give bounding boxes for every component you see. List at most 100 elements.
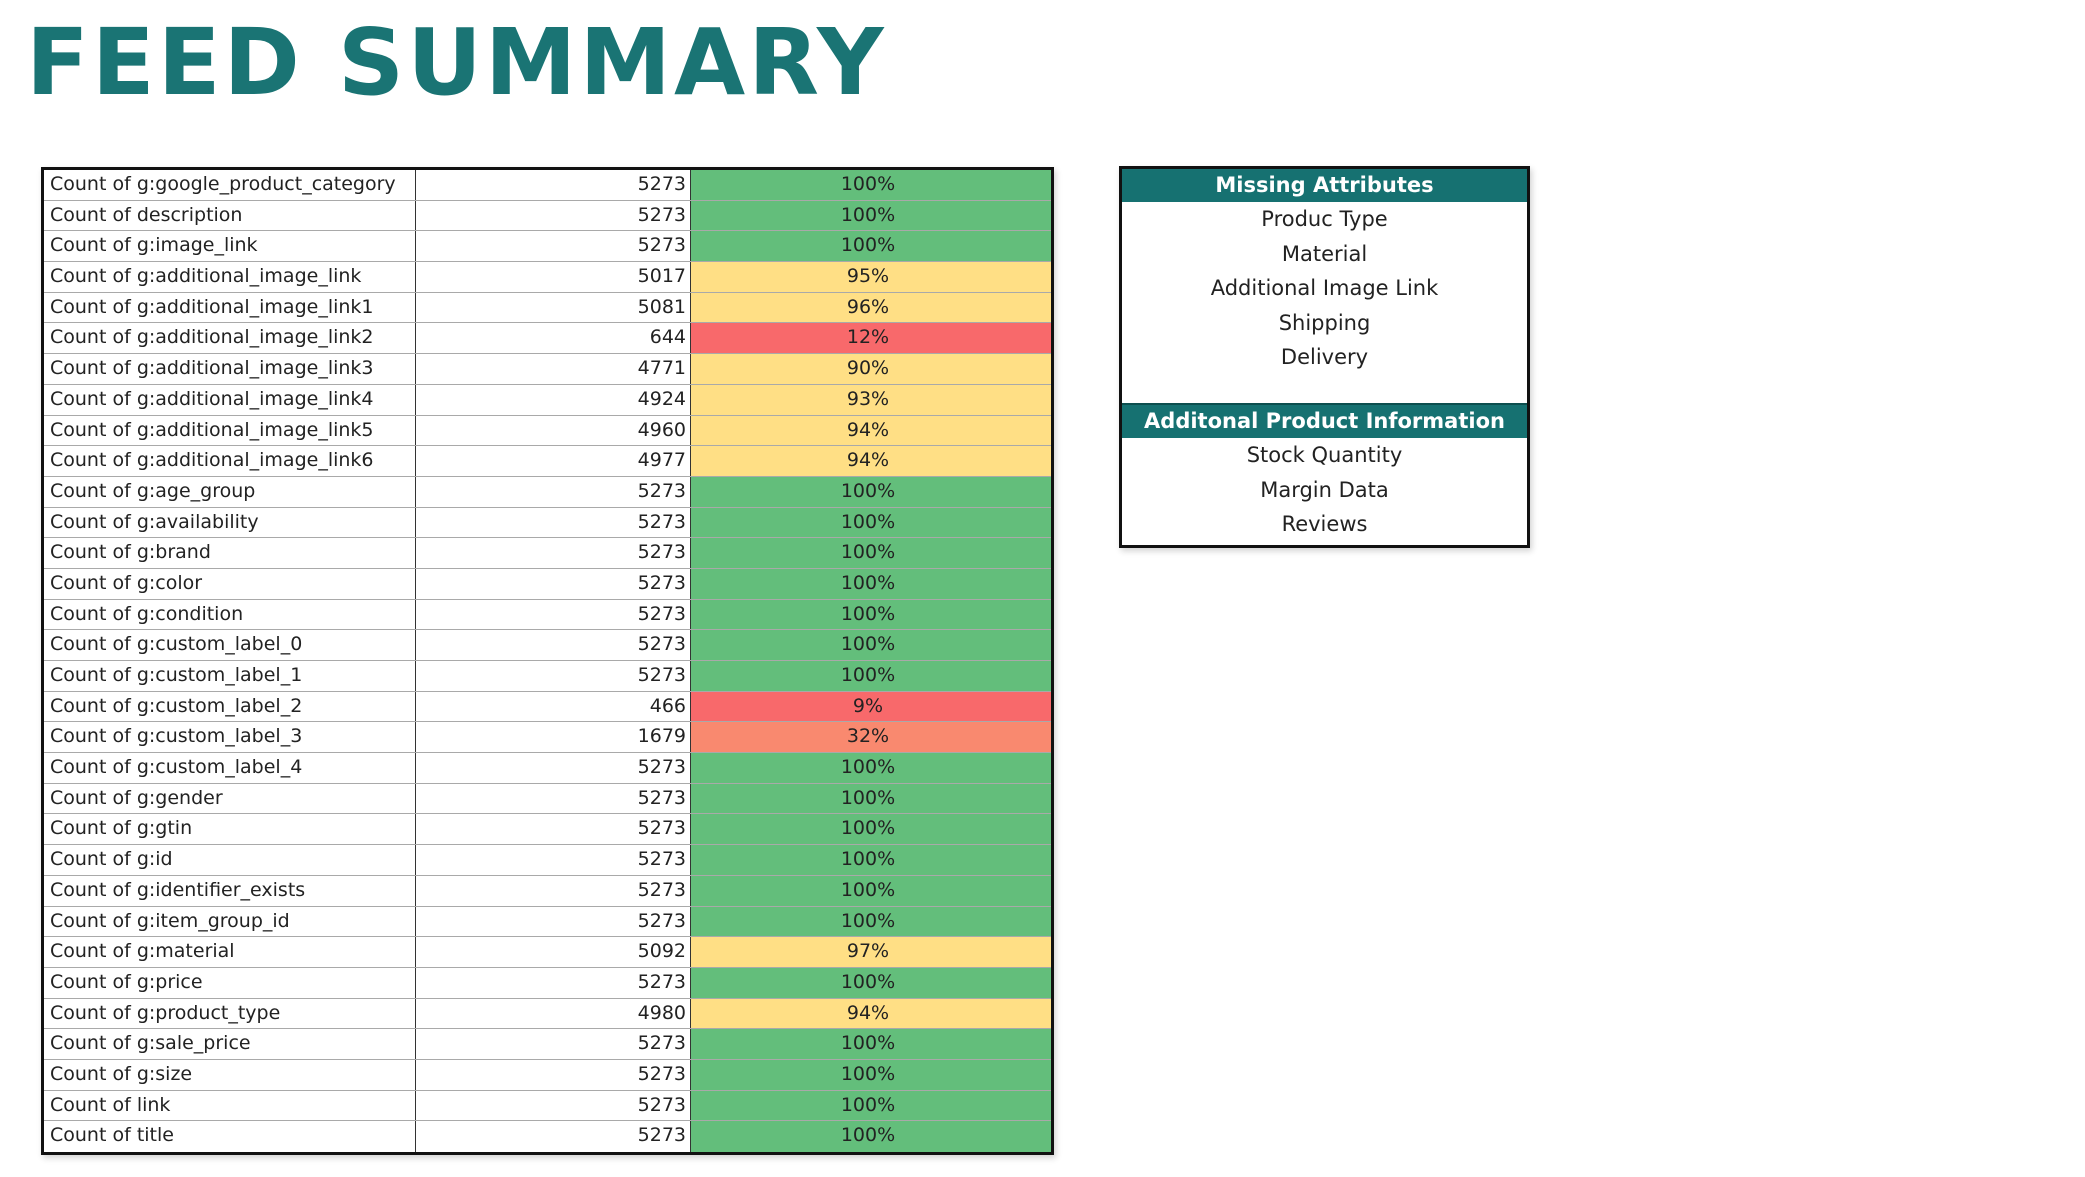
percent-cell: 100% bbox=[691, 507, 1051, 538]
table-row: Count of g:image_link 5273 100% bbox=[44, 231, 1051, 263]
table-row: Count of g:custom_label_2 466 9% bbox=[44, 691, 1051, 723]
percent-cell: 100% bbox=[691, 1121, 1051, 1152]
percent-cell: 32% bbox=[691, 722, 1051, 753]
list-item: Delivery bbox=[1280, 345, 1369, 369]
table-row: Count of g:additional_image_link6 4977 94% bbox=[44, 446, 1051, 477]
attribute-label-cell: Count of g:age_group bbox=[44, 476, 416, 507]
count-cell: 5273 bbox=[416, 507, 691, 538]
percent-cell: 100% bbox=[691, 814, 1051, 845]
count-cell: 5273 bbox=[416, 1029, 691, 1059]
percent-cell: 100% bbox=[691, 875, 1051, 906]
list-item: Reviews bbox=[1281, 512, 1368, 536]
attribute-label-cell: Count of g:gender bbox=[44, 783, 416, 814]
attribute-label-cell: Count of g:identifier_exists bbox=[44, 875, 416, 906]
attribute-label-cell: Count of g:custom_label_4 bbox=[44, 753, 416, 783]
list-item: Margin Data bbox=[1260, 477, 1389, 502]
attribute-label-cell: Count of g:additional_image_link5 bbox=[44, 415, 416, 446]
attribute-label-cell: Count of g:brand bbox=[44, 538, 416, 568]
attribute-label-cell: Count of g:additional_image_link bbox=[44, 262, 416, 292]
table-row: Count of g:availability 5273 100% bbox=[44, 507, 1051, 539]
table-row: Count of g:custom_label_3 1679 32% bbox=[44, 722, 1051, 754]
percent-cell: 97% bbox=[691, 937, 1051, 967]
count-cell: 5273 bbox=[416, 967, 691, 998]
percent-cell: 100% bbox=[691, 1059, 1051, 1090]
percent-cell: 94% bbox=[691, 415, 1051, 446]
count-cell: 4924 bbox=[416, 384, 691, 415]
count-cell: 5273 bbox=[416, 783, 691, 814]
attribute-label-cell: Count of g:additional_image_link3 bbox=[44, 354, 416, 384]
table-row: Count of g:age_group 5273 100% bbox=[44, 476, 1051, 508]
attribute-label-cell: Count of g:size bbox=[44, 1059, 416, 1090]
count-cell: 466 bbox=[416, 691, 691, 722]
count-cell: 5273 bbox=[416, 568, 691, 599]
percent-cell: 100% bbox=[691, 845, 1051, 875]
percent-cell: 100% bbox=[691, 568, 1051, 599]
count-cell: 5273 bbox=[416, 906, 691, 937]
attribute-label-cell: Count of g:image_link bbox=[44, 231, 416, 262]
table-row: Count of g:gender 5273 100% bbox=[44, 783, 1051, 815]
count-cell: 5273 bbox=[416, 1090, 691, 1121]
percent-cell: 100% bbox=[691, 231, 1051, 262]
count-cell: 4980 bbox=[416, 998, 691, 1029]
percent-cell: 94% bbox=[691, 998, 1051, 1029]
percent-cell: 96% bbox=[691, 292, 1051, 323]
table-row: Count of g:gtin 5273 100% bbox=[44, 814, 1051, 846]
table-row: Count of g:price 5273 100% bbox=[44, 967, 1051, 999]
table-row: Count of g:condition 5273 100% bbox=[44, 599, 1051, 631]
list-item: Material bbox=[1281, 241, 1368, 266]
table-row: Count of g:additional_image_link2 644 12% bbox=[44, 323, 1051, 355]
attribute-label-cell: Count of g:item_group_id bbox=[44, 906, 416, 937]
table-row: Count of g:sale_price 5273 100% bbox=[44, 1029, 1051, 1060]
count-cell: 5273 bbox=[416, 875, 691, 906]
percent-cell: 9% bbox=[691, 691, 1051, 722]
percent-cell: 100% bbox=[691, 1090, 1051, 1121]
count-cell: 4977 bbox=[416, 446, 691, 476]
percent-cell: 12% bbox=[691, 323, 1051, 354]
count-cell: 5273 bbox=[416, 661, 691, 691]
percent-cell: 100% bbox=[691, 538, 1051, 568]
attribute-label-cell: Count of g:additional_image_link6 bbox=[44, 446, 416, 476]
attribute-label-cell: Count of g:custom_label_3 bbox=[44, 722, 416, 753]
attribute-label-cell: Count of g:custom_label_0 bbox=[44, 630, 416, 660]
count-cell: 4960 bbox=[416, 415, 691, 446]
percent-cell: 100% bbox=[691, 200, 1051, 231]
list-item: Produc Type bbox=[1261, 207, 1388, 231]
table-row: Count of g:custom_label_0 5273 100% bbox=[44, 630, 1051, 661]
table-row: Count of g:brand 5273 100% bbox=[44, 538, 1051, 569]
attributes-panel: Missing Attributes Produc Type Material … bbox=[1119, 166, 1530, 548]
table-row: Count of g:custom_label_1 5273 100% bbox=[44, 661, 1051, 692]
count-cell: 5273 bbox=[416, 476, 691, 507]
count-cell: 5273 bbox=[416, 1121, 691, 1152]
count-cell: 5273 bbox=[416, 231, 691, 262]
percent-cell: 90% bbox=[691, 354, 1051, 384]
count-cell: 5273 bbox=[416, 538, 691, 568]
attribute-label-cell: Count of g:custom_label_1 bbox=[44, 661, 416, 691]
table-row: Count of g:item_group_id 5273 100% bbox=[44, 906, 1051, 938]
page-title: FEED SUMMARY bbox=[26, 9, 887, 116]
attribute-label-cell: Count of g:price bbox=[44, 967, 416, 998]
table-row: Count of g:custom_label_4 5273 100% bbox=[44, 753, 1051, 784]
table-row: Count of g:id 5273 100% bbox=[44, 845, 1051, 876]
table-row: Count of g:additional_image_link5 4960 94% bbox=[44, 415, 1051, 447]
table-row: Count of title 5273 100% bbox=[44, 1121, 1051, 1152]
count-cell: 5273 bbox=[416, 753, 691, 783]
attribute-label-cell: Count of g:availability bbox=[44, 507, 416, 538]
table-row: Count of g:product_type 4980 94% bbox=[44, 998, 1051, 1030]
count-cell: 1679 bbox=[416, 722, 691, 753]
count-cell: 5273 bbox=[416, 200, 691, 231]
count-cell: 5081 bbox=[416, 292, 691, 323]
attribute-label-cell: Count of g:color bbox=[44, 568, 416, 599]
percent-cell: 100% bbox=[691, 476, 1051, 507]
attribute-label-cell: Count of description bbox=[44, 200, 416, 231]
percent-cell: 94% bbox=[691, 446, 1051, 476]
count-cell: 4771 bbox=[416, 354, 691, 384]
missing-attributes-header: Missing Attributes bbox=[1122, 169, 1527, 202]
count-cell: 5273 bbox=[416, 630, 691, 660]
additional-info-list: Stock Quantity Margin Data Reviews bbox=[1122, 438, 1527, 542]
attribute-label-cell: Count of g:google_product_category bbox=[44, 170, 416, 200]
attribute-label-cell: Count of title bbox=[44, 1121, 416, 1152]
percent-cell: 100% bbox=[691, 906, 1051, 937]
percent-cell: 100% bbox=[691, 967, 1051, 998]
table-row: Count of g:additional_image_link3 4771 90% bbox=[44, 354, 1051, 385]
percent-cell: 93% bbox=[691, 384, 1051, 415]
